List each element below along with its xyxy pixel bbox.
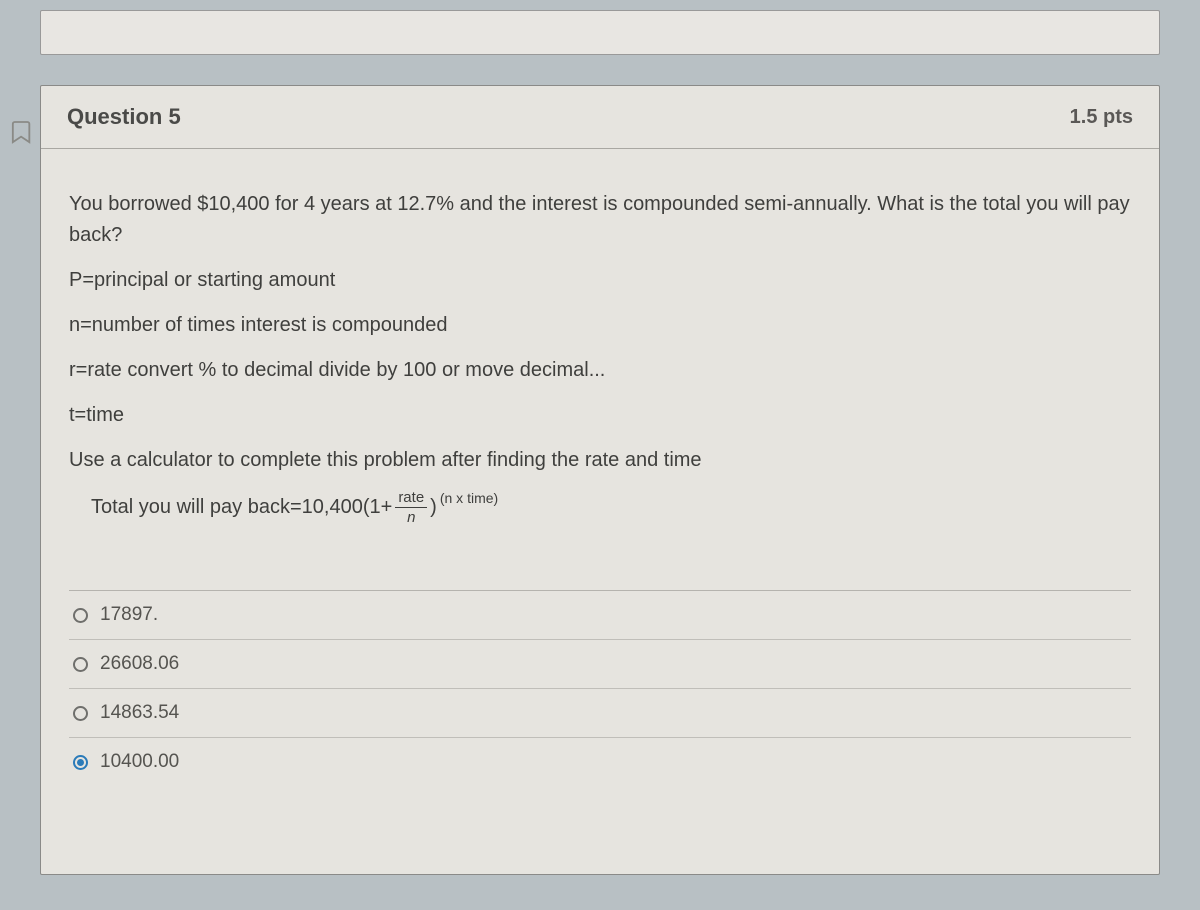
question-card: Question 5 1.5 pts You borrowed $10,400 … bbox=[40, 85, 1160, 875]
answer-option[interactable]: 26608.06 bbox=[69, 640, 1131, 689]
answer-label: 10400.00 bbox=[100, 751, 179, 773]
def-n: n=number of times interest is compounded bbox=[69, 310, 1131, 341]
answer-list: 17897. 26608.06 14863.54 10400.00 bbox=[69, 590, 1131, 786]
question-points: 1.5 pts bbox=[1070, 106, 1133, 129]
previous-question-edge bbox=[40, 10, 1160, 55]
question-title: Question 5 bbox=[67, 104, 181, 130]
def-r: r=rate convert % to decimal divide by 10… bbox=[69, 355, 1131, 386]
def-t: t=time bbox=[69, 400, 1131, 431]
formula: Total you will pay back=10,400(1+ rate n… bbox=[69, 490, 1131, 525]
formula-lead: Total you will pay back=10,400(1+ bbox=[91, 496, 392, 519]
radio-icon bbox=[73, 608, 88, 623]
card-header: Question 5 1.5 pts bbox=[41, 86, 1159, 149]
def-p: P=principal or starting amount bbox=[69, 265, 1131, 296]
answer-option[interactable]: 10400.00 bbox=[69, 738, 1131, 786]
answer-option[interactable]: 14863.54 bbox=[69, 689, 1131, 738]
answer-option[interactable]: 17897. bbox=[69, 591, 1131, 640]
answer-label: 17897. bbox=[100, 604, 158, 626]
formula-close-paren: ) bbox=[430, 496, 437, 519]
bookmark-flag-icon bbox=[11, 120, 33, 146]
instruction: Use a calculator to complete this proble… bbox=[69, 445, 1131, 476]
formula-fraction: rate n bbox=[395, 490, 427, 525]
prompt-main: You borrowed $10,400 for 4 years at 12.7… bbox=[69, 189, 1131, 251]
flag-question-button[interactable] bbox=[8, 116, 36, 150]
question-body: You borrowed $10,400 for 4 years at 12.7… bbox=[41, 149, 1159, 535]
radio-icon bbox=[73, 706, 88, 721]
answer-label: 26608.06 bbox=[100, 653, 179, 675]
fraction-denominator: n bbox=[407, 508, 415, 525]
answer-label: 14863.54 bbox=[100, 702, 179, 724]
radio-icon bbox=[73, 657, 88, 672]
formula-exponent: (n x time) bbox=[440, 490, 498, 506]
radio-icon bbox=[73, 755, 88, 770]
fraction-numerator: rate bbox=[395, 490, 427, 508]
